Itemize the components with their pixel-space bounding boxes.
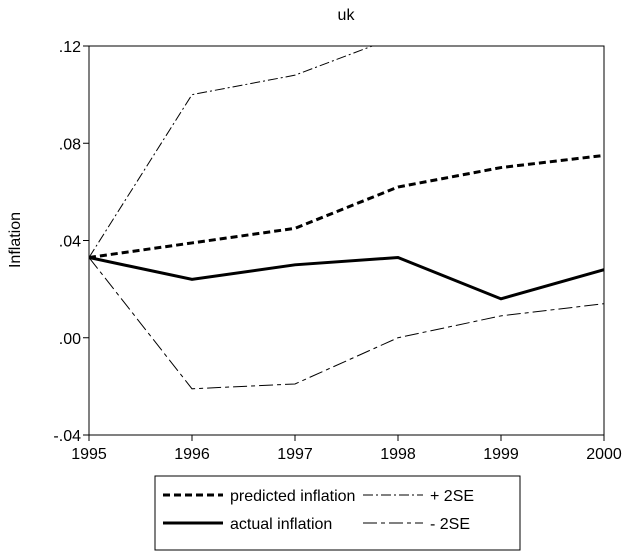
legend-label: - 2SE: [430, 516, 470, 533]
y-tick-label: -.04: [53, 428, 81, 445]
y-tick-label: .08: [59, 136, 81, 153]
plot-frame: [88, 45, 605, 436]
x-tick-label: 1996: [174, 446, 210, 463]
y-axis-label: Inflation: [7, 212, 24, 268]
legend-label: + 2SE: [430, 488, 474, 505]
y-tick-label: .00: [59, 331, 81, 348]
x-tick-label: 1999: [483, 446, 519, 463]
x-tick-label: 1995: [71, 446, 107, 463]
legend-label: actual inflation: [230, 516, 332, 533]
x-tick-label: 2000: [586, 446, 622, 463]
series-line: [89, 46, 374, 258]
plot-lines: [89, 46, 604, 390]
series-line: [89, 153, 604, 260]
chart-title: uk: [338, 7, 356, 24]
y-tick-label: .12: [59, 39, 81, 56]
y-tick-label: .04: [59, 234, 81, 251]
x-tick-label: 1997: [277, 446, 313, 463]
series-line: [89, 255, 604, 301]
legend-box: [154, 475, 521, 551]
legend-label: predicted inflation: [230, 488, 355, 505]
series-line: [89, 257, 604, 390]
x-tick-label: 1998: [380, 446, 416, 463]
